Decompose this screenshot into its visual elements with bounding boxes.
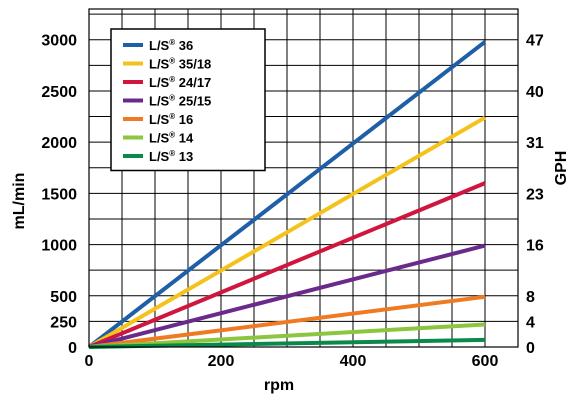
plot-area-frame bbox=[88, 8, 519, 348]
series-line bbox=[87, 40, 487, 349]
y-tick-label: 500 bbox=[50, 289, 77, 306]
y-tick-label: 1500 bbox=[41, 186, 77, 203]
y-tick-label: 1000 bbox=[41, 238, 77, 255]
legend-label: L/S® 36 bbox=[149, 38, 193, 53]
series-line bbox=[88, 243, 486, 349]
y-tick-label: 0 bbox=[68, 340, 77, 357]
y-axis-label: mL/min bbox=[11, 173, 28, 230]
y-tick-label: 2500 bbox=[41, 84, 77, 101]
series-line bbox=[88, 322, 486, 349]
legend-label: L/S® 24/17 bbox=[149, 75, 211, 90]
x-tick-label: 0 bbox=[85, 353, 94, 370]
legend-label: L/S® 25/15 bbox=[149, 94, 211, 109]
y2-tick-label: 47 bbox=[526, 33, 544, 50]
series-line bbox=[88, 294, 486, 349]
y2-tick-label: 0 bbox=[526, 340, 535, 357]
legend-label: L/S® 13 bbox=[149, 149, 193, 164]
y2-axis-label: GPH bbox=[553, 151, 570, 186]
legend: L/S® 36 L/S® 35/18 L/S® 24/17 L/S® 25/15 L/S… bbox=[110, 28, 266, 172]
y2-axis-ticks: 0 4 8 16 23 31 40 47 bbox=[526, 33, 544, 357]
legend-label: L/S® 14 bbox=[149, 131, 194, 146]
y-axis-ticks: 0 250 500 1000 1500 2000 2500 3000 bbox=[41, 33, 77, 357]
x-tick-label: 600 bbox=[472, 353, 499, 370]
x-axis-ticks: 0 200 400 600 bbox=[85, 353, 499, 370]
y2-tick-label: 40 bbox=[526, 84, 544, 101]
y2-tick-label: 4 bbox=[526, 314, 535, 331]
x-tick-label: 200 bbox=[208, 353, 235, 370]
y-tick-label: 250 bbox=[50, 314, 77, 331]
y2-tick-label: 16 bbox=[526, 238, 544, 255]
x-tick-label: 400 bbox=[340, 353, 367, 370]
series-line bbox=[87, 115, 487, 349]
series-lines bbox=[87, 40, 487, 349]
legend-label: L/S® 35/18 bbox=[149, 57, 211, 72]
y-tick-label: 3000 bbox=[41, 33, 77, 50]
y2-tick-label: 8 bbox=[526, 289, 535, 306]
series-line bbox=[88, 337, 486, 349]
y2-tick-label: 23 bbox=[526, 186, 544, 203]
series-line bbox=[88, 181, 486, 349]
legend-label: L/S® 16 bbox=[149, 112, 193, 127]
y-tick-label: 2000 bbox=[41, 135, 77, 152]
y2-tick-label: 31 bbox=[526, 135, 544, 152]
x-axis-label: rpm bbox=[264, 377, 294, 394]
